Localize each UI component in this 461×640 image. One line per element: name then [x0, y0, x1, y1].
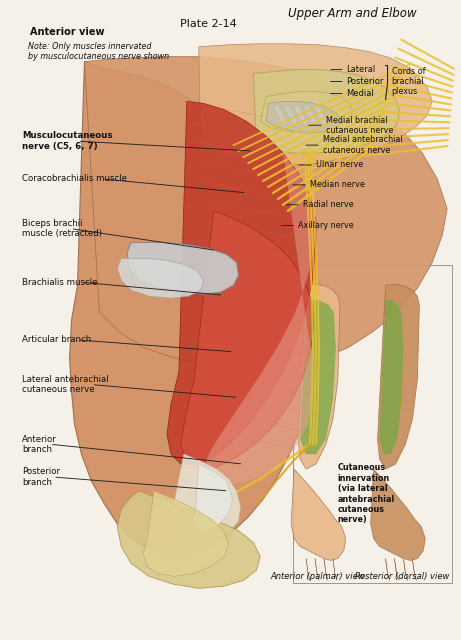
Polygon shape	[266, 101, 342, 133]
Polygon shape	[379, 300, 403, 454]
Text: Median nerve: Median nerve	[310, 180, 365, 189]
Polygon shape	[260, 92, 353, 131]
Polygon shape	[300, 300, 336, 454]
Polygon shape	[403, 559, 408, 580]
Polygon shape	[84, 57, 447, 372]
Polygon shape	[333, 559, 337, 580]
Polygon shape	[385, 559, 390, 580]
Polygon shape	[195, 464, 232, 531]
Text: Brachialis muscle: Brachialis muscle	[22, 278, 97, 287]
Text: Posterior
branch: Posterior branch	[22, 467, 60, 486]
Polygon shape	[167, 101, 316, 464]
Polygon shape	[378, 284, 420, 469]
Text: Articular branch: Articular branch	[22, 335, 91, 344]
Polygon shape	[324, 559, 328, 580]
Text: Coracobrachialis muscle: Coracobrachialis muscle	[22, 174, 127, 184]
Polygon shape	[273, 104, 288, 125]
Text: Radial nerve: Radial nerve	[303, 200, 354, 209]
Polygon shape	[293, 104, 308, 125]
Polygon shape	[395, 559, 398, 580]
Polygon shape	[143, 491, 229, 577]
Polygon shape	[306, 559, 310, 580]
Text: Musculocutaneous
nerve (C5, 6, 7): Musculocutaneous nerve (C5, 6, 7)	[22, 131, 112, 151]
Polygon shape	[199, 44, 432, 165]
Polygon shape	[254, 70, 400, 153]
Polygon shape	[127, 243, 238, 294]
Polygon shape	[117, 259, 204, 298]
Text: Note: Only muscles innervated
by musculocutaneous nerve shown: Note: Only muscles innervated by musculo…	[28, 42, 169, 61]
Polygon shape	[313, 104, 328, 125]
Text: Lateral: Lateral	[346, 65, 375, 74]
Text: Upper Arm and Elbow: Upper Arm and Elbow	[289, 8, 417, 20]
Text: Posterior: Posterior	[346, 77, 383, 86]
Text: Lateral antebrachial
cutaneous nerve: Lateral antebrachial cutaneous nerve	[22, 375, 108, 394]
Text: Anterior view: Anterior view	[30, 27, 104, 37]
Text: Medial antebrachial
cutaneous nerve: Medial antebrachial cutaneous nerve	[323, 136, 402, 155]
Polygon shape	[207, 153, 316, 484]
Polygon shape	[303, 104, 318, 125]
Polygon shape	[117, 491, 260, 588]
Polygon shape	[298, 284, 340, 469]
Polygon shape	[181, 211, 314, 469]
Polygon shape	[413, 559, 416, 580]
Polygon shape	[169, 454, 241, 543]
Polygon shape	[315, 559, 319, 580]
Text: Cutaneous
innervation
(via lateral
antebrachial
cutaneous
nerve): Cutaneous innervation (via lateral anteb…	[338, 463, 395, 524]
Text: Anterior
branch: Anterior branch	[22, 435, 57, 454]
Text: Posterior (dorsal) view: Posterior (dorsal) view	[355, 572, 449, 581]
Text: Medial brachial
cutaneous nerve: Medial brachial cutaneous nerve	[326, 116, 393, 135]
Text: Medial: Medial	[346, 89, 373, 98]
Polygon shape	[291, 469, 346, 561]
Text: Anterior (palmar) view: Anterior (palmar) view	[271, 572, 365, 581]
Text: Axillary nerve: Axillary nerve	[298, 221, 354, 230]
Text: Biceps brachii
muscle (retracted): Biceps brachii muscle (retracted)	[22, 219, 102, 238]
Text: Plate 2-14: Plate 2-14	[180, 19, 237, 29]
Polygon shape	[70, 61, 323, 554]
Polygon shape	[371, 469, 426, 561]
FancyBboxPatch shape	[293, 266, 452, 583]
Polygon shape	[283, 104, 298, 125]
Text: Ulnar nerve: Ulnar nerve	[316, 161, 363, 170]
Text: Cords of
brachial
plexus: Cords of brachial plexus	[391, 67, 425, 97]
